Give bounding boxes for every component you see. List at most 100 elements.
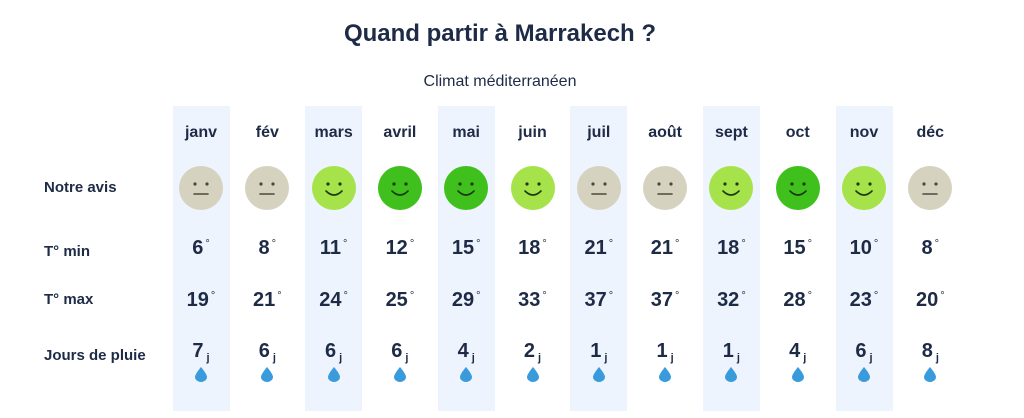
days-unit: j — [272, 352, 276, 364]
raindrop-icon — [592, 367, 605, 382]
degree-symbol: ° — [873, 238, 879, 250]
tmax-number: 20 — [915, 289, 939, 311]
degree-symbol: ° — [741, 290, 746, 302]
tmin-number: 11 — [319, 237, 341, 259]
row-label-tmax: T° max — [44, 291, 94, 308]
degree-symbol: ° — [608, 290, 614, 302]
rating-neutral-icon — [576, 166, 621, 210]
tmin-number: 12 — [385, 237, 408, 259]
tmin-number: 10 — [849, 237, 872, 259]
tmax-number: 21 — [252, 289, 276, 311]
rain-days-number: 8 — [921, 340, 933, 362]
rating-good-icon — [311, 166, 356, 210]
degree-symbol: ° — [476, 290, 481, 302]
tmin-value: 21 ° — [632, 237, 698, 260]
rain-days-number: 1 — [656, 340, 668, 362]
tmax-value: 29 ° — [433, 289, 499, 312]
month-header: avril — [383, 124, 417, 141]
rating-great-icon — [775, 166, 820, 210]
rain-days-number: 6 — [855, 340, 867, 362]
degree-symbol: ° — [542, 290, 547, 302]
month-header: mars — [314, 124, 353, 141]
rating-good-icon — [842, 166, 886, 210]
rain-days-number: 6 — [258, 340, 270, 362]
page-title: Quand partir à Marrakech ? — [343, 20, 657, 47]
raindrop-icon — [659, 367, 672, 382]
degree-symbol: ° — [675, 238, 680, 250]
tmin-value: 6 ° — [168, 237, 234, 260]
rain-days-number: 2 — [523, 340, 536, 362]
month-header: déc — [916, 124, 945, 141]
days-unit: j — [803, 352, 807, 364]
tmax-value: 28 ° — [765, 289, 831, 312]
tmin-number: 8 — [258, 237, 270, 259]
tmax-number: 25 — [385, 289, 408, 311]
tmax-number: 37 — [650, 289, 674, 311]
month-column-highlight — [835, 106, 893, 411]
tmax-number: 33 — [518, 289, 541, 311]
month-header: nov — [849, 124, 879, 141]
tmin-number: 6 — [192, 237, 204, 259]
month-header: août — [648, 124, 682, 141]
degree-symbol: ° — [873, 290, 879, 302]
raindrop-icon — [791, 367, 804, 382]
days-unit: j — [935, 352, 939, 364]
month-column-highlight — [172, 106, 230, 411]
days-unit: j — [670, 352, 674, 364]
rain-days-number: 6 — [391, 340, 403, 362]
month-header: oct — [785, 124, 810, 141]
raindrop-icon — [195, 367, 207, 382]
tmax-number: 23 — [849, 289, 872, 311]
tmax-value: 24 ° — [301, 289, 367, 312]
month-column-highlight — [305, 106, 363, 411]
tmin-number: 21 — [584, 237, 607, 259]
degree-symbol: ° — [807, 290, 813, 302]
days-unit: j — [538, 352, 542, 364]
raindrop-icon — [924, 367, 937, 382]
tmax-number: 32 — [717, 289, 740, 311]
degree-symbol: ° — [476, 238, 481, 250]
raindrop-icon — [526, 367, 539, 382]
rating-good-icon — [510, 166, 555, 210]
days-unit: j — [604, 352, 608, 364]
tmax-value: 32 ° — [698, 289, 764, 312]
tmin-number: 15 — [783, 237, 806, 259]
rating-neutral-icon — [908, 166, 953, 210]
tmin-number: 18 — [717, 237, 740, 259]
tmin-value: 15 ° — [433, 237, 499, 260]
degree-symbol: ° — [277, 290, 282, 302]
tmax-value: 25 ° — [367, 289, 433, 312]
tmax-value: 19 ° — [168, 289, 234, 312]
rain-days-number: 1 — [722, 340, 734, 362]
raindrop-icon — [725, 367, 738, 382]
rain-days-number: 4 — [789, 340, 801, 362]
days-unit: j — [339, 352, 343, 364]
tmin-value: 18 ° — [500, 237, 566, 260]
tmin-number: 8 — [921, 237, 933, 259]
degree-symbol: ° — [940, 290, 945, 302]
month-column-highlight — [437, 106, 495, 411]
tmax-value: 21 ° — [234, 289, 300, 312]
degree-symbol: ° — [608, 238, 614, 250]
raindrop-icon — [858, 367, 870, 382]
rain-days-number: 4 — [457, 340, 469, 362]
degree-symbol: ° — [934, 238, 940, 250]
tmax-number: 29 — [451, 289, 475, 311]
degree-symbol: ° — [741, 238, 746, 250]
tmax-number: 19 — [186, 289, 209, 311]
degree-symbol: ° — [205, 238, 210, 250]
days-unit: j — [471, 352, 475, 364]
days-unit: j — [736, 352, 740, 364]
tmin-value: 11 ° — [301, 237, 367, 260]
rain-days-number: 7 — [192, 340, 204, 362]
degree-symbol: ° — [409, 290, 415, 302]
tmin-number: 15 — [451, 237, 475, 259]
